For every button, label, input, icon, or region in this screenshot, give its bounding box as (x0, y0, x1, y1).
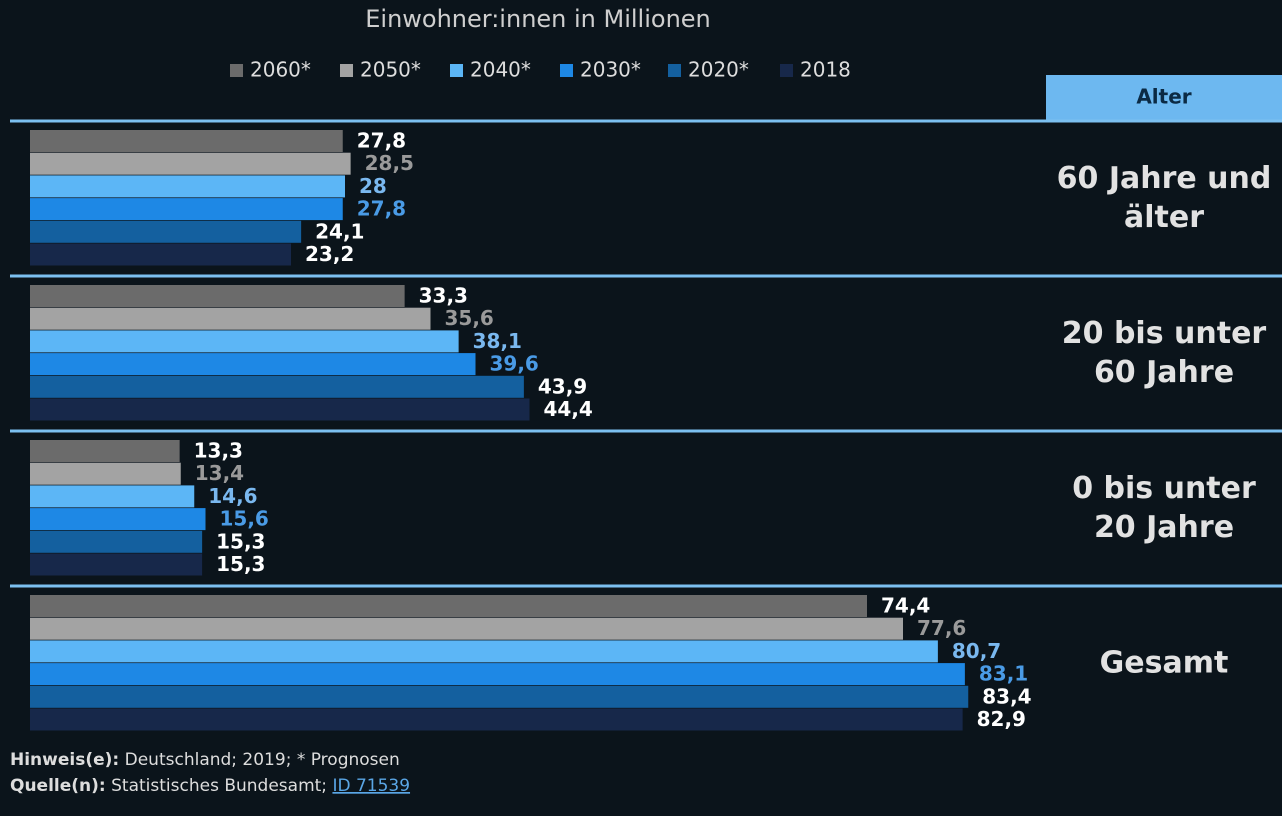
legend-label: 2030* (580, 58, 641, 82)
bar (30, 595, 867, 617)
value-label: 13,4 (195, 461, 244, 485)
bar (30, 330, 459, 353)
value-label: 13,3 (194, 439, 243, 463)
value-label: 43,9 (538, 374, 587, 398)
value-label: 35,6 (445, 306, 494, 330)
bar (30, 663, 965, 686)
value-label: 77,6 (917, 616, 966, 640)
category-label: 20 bis unter 60 Jahre (1061, 316, 1267, 391)
legend-swatch (668, 64, 681, 77)
bar (30, 553, 203, 576)
legend-label: 2018 (800, 58, 851, 82)
bar (30, 685, 969, 708)
value-label: 15,3 (216, 552, 265, 576)
source-text: Statistisches Bundesamt; (111, 776, 327, 796)
value-label: 15,3 (216, 529, 265, 553)
value-label: 38,1 (473, 329, 522, 353)
note: Hinweis(e): Deutschland; 2019; * Prognos… (10, 750, 400, 770)
bar (30, 398, 530, 421)
header-box (1046, 75, 1282, 120)
bar (30, 530, 203, 553)
bar (30, 462, 181, 485)
bar (30, 617, 903, 640)
bar (30, 152, 351, 175)
value-label: 27,8 (357, 129, 406, 153)
bar (30, 130, 343, 152)
bar (30, 243, 291, 266)
bar (30, 640, 938, 663)
legend-label: 2050* (360, 58, 421, 82)
value-label: 82,9 (977, 707, 1026, 731)
category-header: Alter (1136, 85, 1191, 109)
category-label: 0 bis unter 20 Jahre (1072, 471, 1256, 546)
legend-label: 2040* (470, 58, 531, 82)
bar (30, 440, 180, 462)
source-label: Quelle(n): (10, 776, 106, 796)
value-label: 83,4 (982, 684, 1031, 708)
value-label: 14,6 (208, 484, 257, 508)
value-label: 23,2 (305, 242, 354, 266)
bar (30, 708, 963, 731)
bar (30, 508, 206, 531)
source-link[interactable]: ID 71539 (332, 776, 410, 796)
value-label: 83,1 (979, 662, 1028, 686)
legend-swatch (340, 64, 353, 77)
value-label: 80,7 (952, 639, 1001, 663)
bar (30, 175, 345, 198)
category-label: Gesamt (1099, 645, 1229, 681)
note-text: Deutschland; 2019; * Prognosen (125, 750, 400, 770)
bar (30, 375, 524, 398)
value-label: 28,5 (365, 151, 414, 175)
value-label: 24,1 (315, 219, 364, 243)
legend-swatch (230, 64, 243, 77)
bar (30, 198, 343, 221)
note-label: Hinweis(e): (10, 750, 119, 770)
source: Quelle(n): Statistisches Bundesamt; ID 7… (10, 776, 410, 796)
legend-swatch (780, 64, 793, 77)
value-label: 39,6 (490, 352, 539, 376)
value-label: 28 (359, 174, 387, 198)
bar (30, 285, 405, 307)
category-label: 60 Jahre und älter (1056, 161, 1272, 236)
legend-swatch (450, 64, 463, 77)
value-label: 15,6 (220, 507, 269, 531)
legend-swatch (560, 64, 573, 77)
value-label: 44,4 (544, 397, 593, 421)
legend-label: 2020* (688, 58, 749, 82)
bar (30, 353, 476, 376)
value-label: 27,8 (357, 197, 406, 221)
bar (30, 220, 302, 243)
bar (30, 307, 431, 330)
chart-title: Einwohner:innen in Millionen (365, 5, 711, 33)
bar (30, 485, 195, 508)
value-label: 74,4 (881, 594, 930, 618)
value-label: 33,3 (419, 284, 468, 308)
legend-label: 2060* (250, 58, 311, 82)
